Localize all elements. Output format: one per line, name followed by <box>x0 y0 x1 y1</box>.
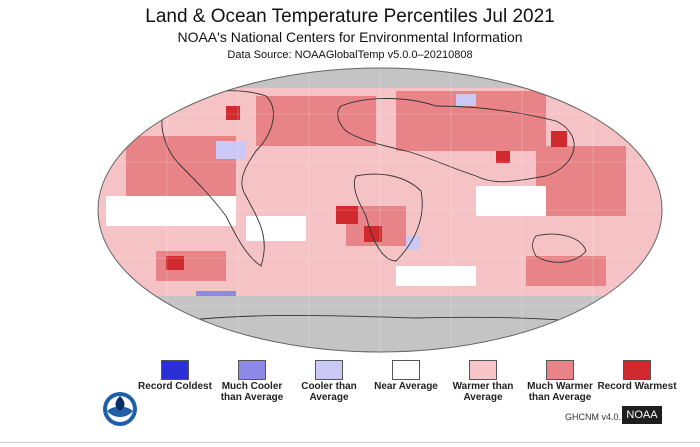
patch <box>364 226 382 242</box>
patch <box>396 266 476 286</box>
patch <box>246 216 306 241</box>
legend-label: Cooler than Average <box>301 381 357 403</box>
patch <box>216 141 246 159</box>
legend-swatch <box>392 360 420 380</box>
patch <box>476 186 546 216</box>
legend-swatch <box>469 360 497 380</box>
legend-swatch <box>161 360 189 380</box>
patch <box>106 196 236 226</box>
data-source: Data Source: NOAAGlobalTemp v5.0.0–20210… <box>227 49 473 61</box>
legend-label: Record Coldest <box>138 381 212 392</box>
patch <box>456 94 476 106</box>
map-subtitle: NOAA's National Centers for Environmenta… <box>177 29 523 45</box>
patch <box>336 206 358 224</box>
patch <box>526 256 606 286</box>
legend-swatch <box>238 360 266 380</box>
africa-outline <box>353 173 423 262</box>
legend: Record Coldest Much Cooler than Average Co… <box>0 360 700 420</box>
patch <box>551 131 567 147</box>
legend-label: Record Warmest <box>597 381 677 392</box>
patch <box>226 106 240 120</box>
title-block: Land & Ocean Temperature Percentiles Jul… <box>0 6 700 63</box>
patch <box>256 96 376 146</box>
legend-swatch <box>315 360 343 380</box>
legend-item-much_warmer: Much Warmer than Average <box>520 360 600 403</box>
noaa-logo-icon <box>103 392 137 426</box>
legend-swatch <box>546 360 574 380</box>
world-map <box>96 66 664 354</box>
eurasia-outline <box>337 98 575 183</box>
legend-label: Much Cooler than Average <box>220 381 284 403</box>
patch <box>166 256 184 270</box>
noaa-tag: NOAA <box>622 406 662 424</box>
legend-item-warmer: Warmer than Average <box>443 360 523 403</box>
patch <box>496 151 510 163</box>
map-title: Land & Ocean Temperature Percentiles Jul… <box>145 6 555 27</box>
legend-label: Warmer than Average <box>452 381 514 403</box>
legend-item-cooler: Cooler than Average <box>289 360 369 403</box>
legend-label: Near Average <box>374 381 438 392</box>
australia-outline <box>532 233 587 263</box>
bottom-rule <box>0 442 700 443</box>
legend-item-much_cooler: Much Cooler than Average <box>212 360 292 403</box>
map-border <box>97 67 663 353</box>
legend-swatch <box>623 360 651 380</box>
patch <box>536 146 626 216</box>
credit-text: GHCNM v4.0.1.2 <box>565 412 634 422</box>
americas-outline <box>161 90 274 267</box>
legend-label: Much Warmer than Average <box>527 381 593 403</box>
grid-lines <box>98 68 662 352</box>
patch <box>406 236 420 250</box>
legend-item-near: Near Average <box>366 360 446 392</box>
legend-item-record_warmest: Record Warmest <box>597 360 677 392</box>
legend-item-record_coldest: Record Coldest <box>135 360 215 392</box>
world-map-svg <box>97 67 663 353</box>
